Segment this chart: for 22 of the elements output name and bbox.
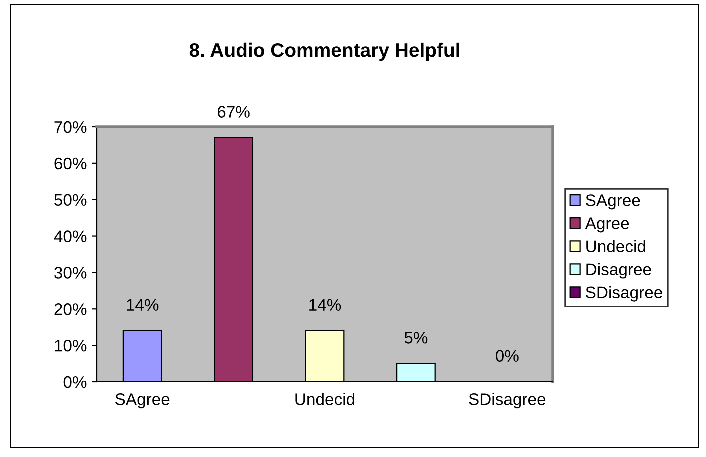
y-tick-label: 40% bbox=[54, 230, 87, 242]
data-label: 14% bbox=[310, 299, 342, 311]
x-tick-label: SAgree bbox=[116, 394, 170, 409]
y-tick-label: 20% bbox=[54, 304, 87, 316]
data-label: 67% bbox=[218, 106, 250, 118]
chart-title: 8. Audio Commentary Helpful bbox=[190, 42, 460, 62]
legend-label: SDisagree bbox=[586, 286, 662, 302]
y-tick-label: 70% bbox=[54, 121, 87, 134]
y-tick-label: 60% bbox=[54, 158, 87, 170]
legend-label: Undecid bbox=[586, 240, 646, 252]
data-label: 5% bbox=[404, 332, 428, 344]
x-tick-label: SDisagree bbox=[469, 393, 546, 409]
y-tick-label: 30% bbox=[54, 267, 87, 279]
legend-label: Disagree bbox=[586, 263, 652, 279]
data-label: 0% bbox=[496, 350, 519, 362]
data-label: 14% bbox=[127, 299, 159, 311]
x-tick-label: Undecid bbox=[296, 393, 354, 406]
y-tick-label: 50% bbox=[54, 194, 87, 206]
y-tick-label: 10% bbox=[55, 340, 87, 352]
y-tick-label: 0% bbox=[64, 376, 87, 388]
legend-label: Agree bbox=[585, 218, 630, 233]
legend-label: SAgree bbox=[586, 194, 640, 210]
